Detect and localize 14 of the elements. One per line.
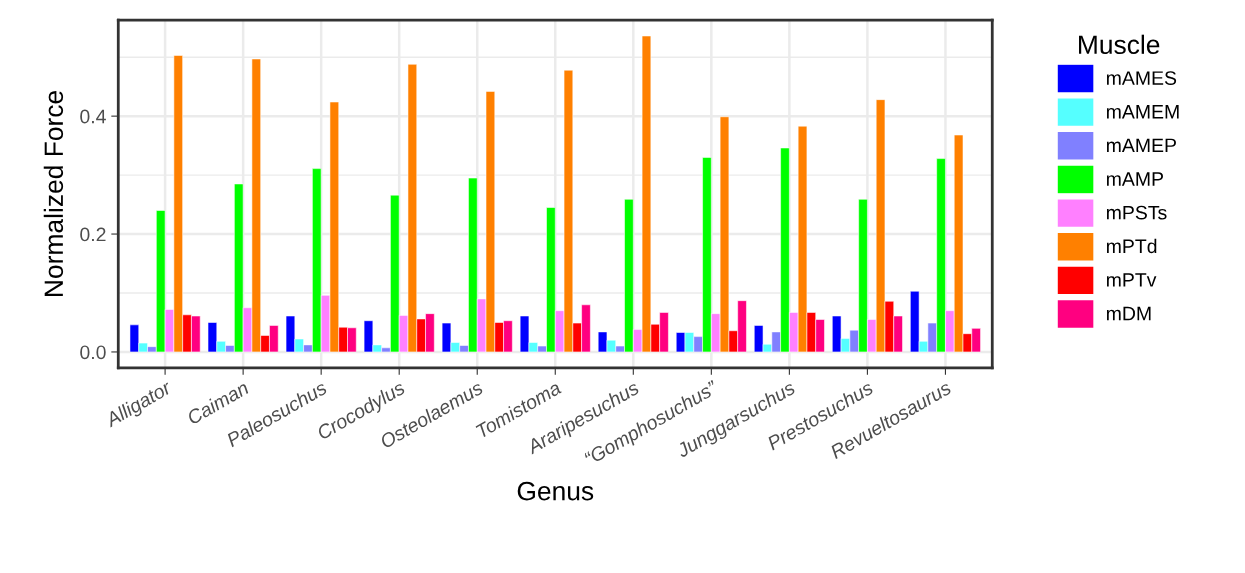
legend-label: mAMP: [1106, 172, 1163, 186]
x-axis-title: Genus: [517, 481, 594, 501]
legend-label: mAMEM: [1106, 105, 1179, 119]
legend-label: mAMES: [1106, 71, 1177, 85]
legend-label: mAMEP: [1106, 138, 1176, 153]
y-tick-label: 0.0: [80, 345, 106, 360]
legend-label: mPSTs: [1106, 205, 1167, 220]
legend-label: mDM: [1106, 306, 1151, 321]
legend-label: mPTv: [1106, 273, 1157, 287]
y-axis-title: Normalized Force: [43, 91, 64, 296]
legend-label: mPTd: [1106, 238, 1157, 254]
y-tick-label: 0.2: [80, 227, 106, 242]
legend-title: Muscle: [1079, 34, 1160, 55]
y-tick-label: 0.4: [80, 109, 106, 124]
